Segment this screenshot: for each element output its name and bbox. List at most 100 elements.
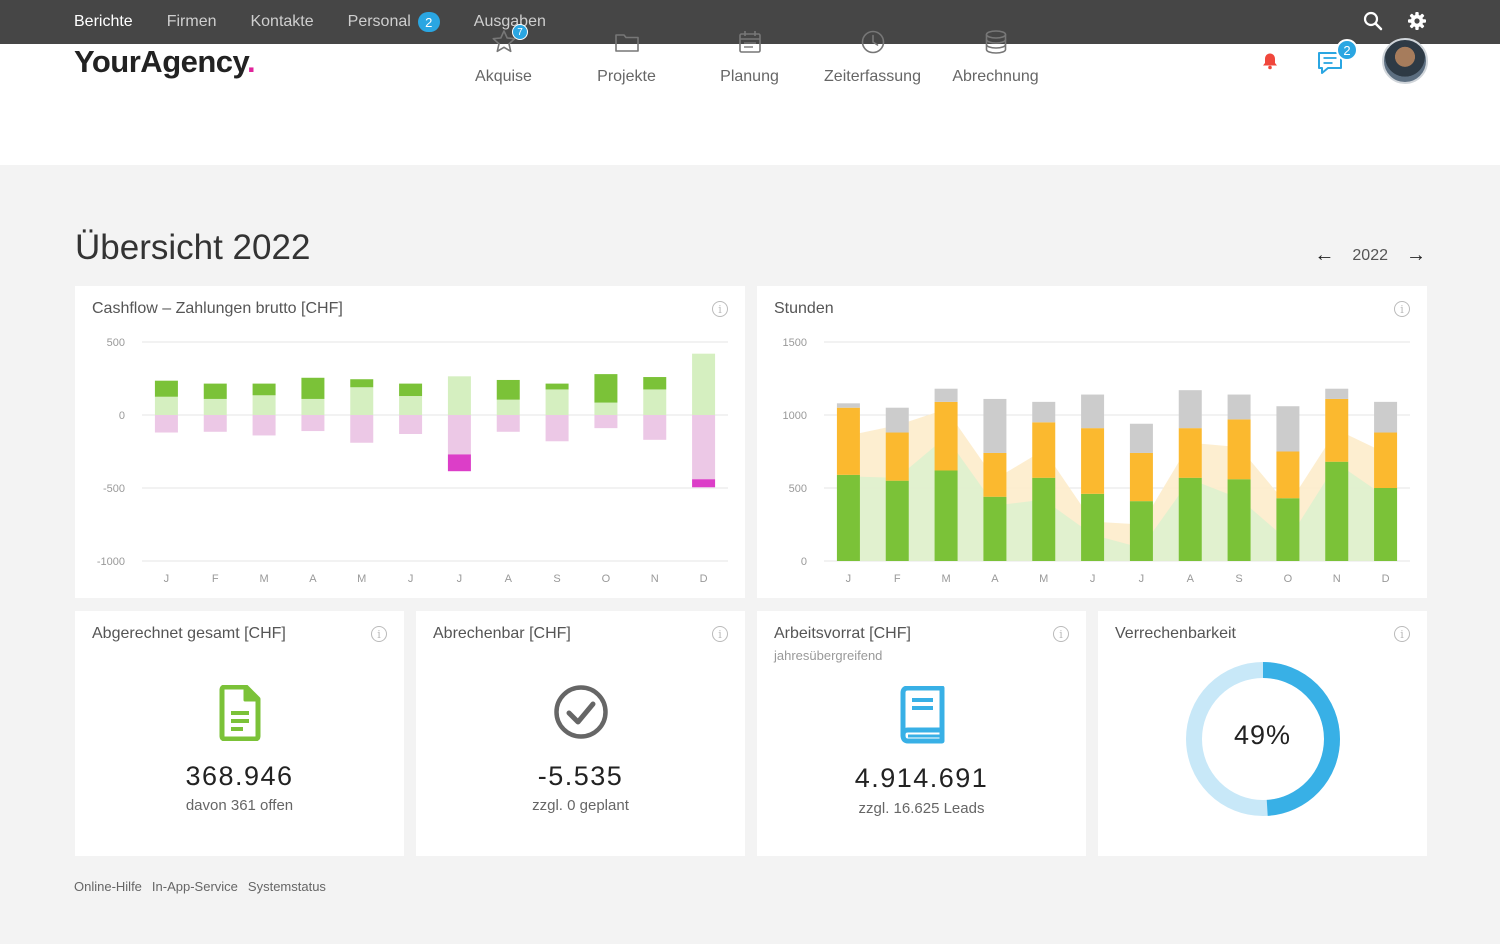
area-soll-verrechenbar [848, 436, 1386, 561]
bar-eingang-geplant [154, 396, 178, 415]
user-avatar[interactable] [1382, 38, 1428, 84]
x-tick-label: J [1139, 573, 1145, 585]
arbeitsvorrat-card: Arbeitsvorrat [CHF] jahresübergreifend i… [757, 611, 1086, 856]
year-navigator: ← 2022 → [1314, 244, 1426, 267]
bar-eingang [399, 383, 423, 397]
cashflow-chart: 500 0 -500 -1000 J F M A M J J A S O N D [97, 337, 728, 585]
bar-nicht-verrechenbar [885, 432, 909, 481]
x-tick-label: O [602, 573, 611, 585]
y-tick-label: 0 [801, 556, 807, 568]
bar-eingang [203, 383, 227, 399]
y-tick-label: 1000 [783, 410, 807, 422]
verrechenbarkeit-card: Verrechenbarkeit i 49% [1098, 611, 1427, 856]
bar-eingang [154, 380, 178, 397]
bar-eingang-geplant [203, 398, 227, 415]
bar-ausgang-geplant [350, 415, 374, 443]
mainnav-item-planung[interactable]: Planung [688, 28, 811, 86]
footer-link-systemstatus[interactable]: Systemstatus [247, 879, 326, 894]
bar-intern [1081, 394, 1105, 429]
cashflow-info-icon[interactable]: i [712, 301, 728, 317]
bar-verrechenbar [1325, 461, 1349, 561]
bar-intern [1129, 423, 1153, 453]
bar-eingang-geplant [594, 402, 618, 415]
donut-progress-arc [1186, 662, 1340, 816]
bar-eingang [350, 379, 374, 388]
bar-intern [1178, 390, 1202, 429]
top-nav: Berichte Firmen Kontakte Personal 2 Ausga… [74, 0, 580, 44]
mainnav-item-akquise[interactable]: 7 Akquise [442, 24, 565, 86]
abgerechnet-info-icon[interactable]: i [371, 626, 387, 642]
abgerechnet-sub: davon 361 offen [185, 797, 294, 814]
cashflow-title: Cashflow – Zahlungen brutto [CHF] [92, 300, 343, 317]
bar-nicht-verrechenbar [1374, 432, 1398, 488]
folder-icon [614, 34, 639, 52]
bar-ausgang [447, 454, 471, 472]
footer-link-in-app-service[interactable]: In-App-Service [151, 879, 238, 894]
bar-ausgang-geplant [594, 415, 618, 429]
mainnav-item-projekte[interactable]: Projekte [565, 28, 688, 86]
x-tick-label: M [357, 573, 366, 585]
abrechenbar-info-icon[interactable]: i [712, 626, 728, 642]
verrechenbarkeit-info-icon[interactable]: i [1394, 626, 1410, 642]
bar-intern [1276, 406, 1300, 452]
x-tick-label: A [1187, 573, 1195, 585]
bar-nicht-verrechenbar [1081, 428, 1105, 494]
bar-ausgang-geplant [252, 415, 276, 436]
abgerechnet-title: Abgerechnet gesamt [CHF] [92, 625, 286, 642]
x-tick-label: A [309, 573, 317, 585]
chat-button[interactable]: 2 [1316, 39, 1358, 77]
abrechenbar-title: Abrechenbar [CHF] [433, 625, 571, 642]
stunden-card: 1500 1000 500 0 J F M A M J J A S O N D Stunden i [757, 286, 1427, 598]
x-tick-label: N [1333, 573, 1341, 585]
bar-eingang-geplant [301, 398, 325, 415]
calendar-icon [738, 31, 761, 53]
bar-nicht-verrechenbar [1129, 452, 1153, 502]
bar-nicht-verrechenbar [1325, 398, 1349, 462]
x-tick-label: F [212, 573, 219, 585]
mainnav-item-abrechnung[interactable]: Abrechnung [934, 28, 1057, 86]
bar-intern [1374, 401, 1398, 433]
stunden-info-icon[interactable]: i [1394, 301, 1410, 317]
bar-intern [1032, 401, 1056, 423]
bar-eingang-geplant [252, 395, 276, 415]
x-tick-label: A [991, 573, 999, 585]
topnav-item-kontakte[interactable]: Kontakte [250, 13, 314, 30]
gear-icon[interactable] [1406, 10, 1428, 32]
bar-nicht-verrechenbar [1227, 419, 1251, 480]
page-title: Übersicht 2022 [75, 228, 311, 267]
bar-eingang-geplant [692, 353, 716, 415]
bar-ausgang [692, 479, 716, 488]
abgerechnet-value: 368.946 [185, 761, 294, 791]
x-tick-label: J [1090, 573, 1096, 585]
footer-link-online-hilfe[interactable]: Online-Hilfe [74, 879, 142, 894]
search-icon[interactable] [1362, 10, 1384, 32]
bell-icon[interactable] [1260, 51, 1280, 71]
topnav-item-berichte[interactable]: Berichte [74, 13, 133, 30]
arbeitsvorrat-subtitle: jahresübergreifend [774, 648, 883, 663]
topnav-item-personal[interactable]: Personal 2 [348, 12, 440, 32]
abgerechnet-card: Abgerechnet gesamt [CHF] i 368.946 davon… [75, 611, 404, 856]
arbeitsvorrat-info-icon[interactable]: i [1053, 626, 1069, 642]
bar-eingang-geplant [643, 389, 667, 415]
verrechenbarkeit-donut [1186, 662, 1340, 816]
next-year-arrow-icon[interactable]: → [1406, 244, 1426, 266]
prev-year-arrow-icon[interactable]: ← [1314, 244, 1335, 266]
stunden-chart: 1500 1000 500 0 J F M A M J J A S O N D [783, 337, 1410, 585]
bar-ausgang-geplant [154, 415, 178, 433]
x-tick-label: M [941, 573, 950, 585]
x-tick-label: N [651, 573, 659, 585]
bar-nicht-verrechenbar [983, 452, 1007, 497]
topnav-item-ausgaben[interactable]: Ausgaben [473, 13, 546, 30]
mainnav-item-zeiterfassung[interactable]: Zeiterfassung [811, 28, 934, 86]
bar-intern [934, 388, 958, 402]
verrechenbarkeit-value: 49% [1233, 720, 1292, 750]
y-tick-label: -1000 [97, 556, 125, 568]
bar-intern [836, 403, 860, 408]
brand-logo[interactable]: YourAgency. [74, 44, 256, 79]
bar-eingang [301, 377, 325, 399]
bar-eingang [252, 383, 276, 396]
stunden-title: Stunden [774, 300, 834, 317]
x-tick-label: F [894, 573, 901, 585]
topnav-item-firmen[interactable]: Firmen [166, 13, 217, 30]
x-tick-label: D [700, 573, 708, 585]
